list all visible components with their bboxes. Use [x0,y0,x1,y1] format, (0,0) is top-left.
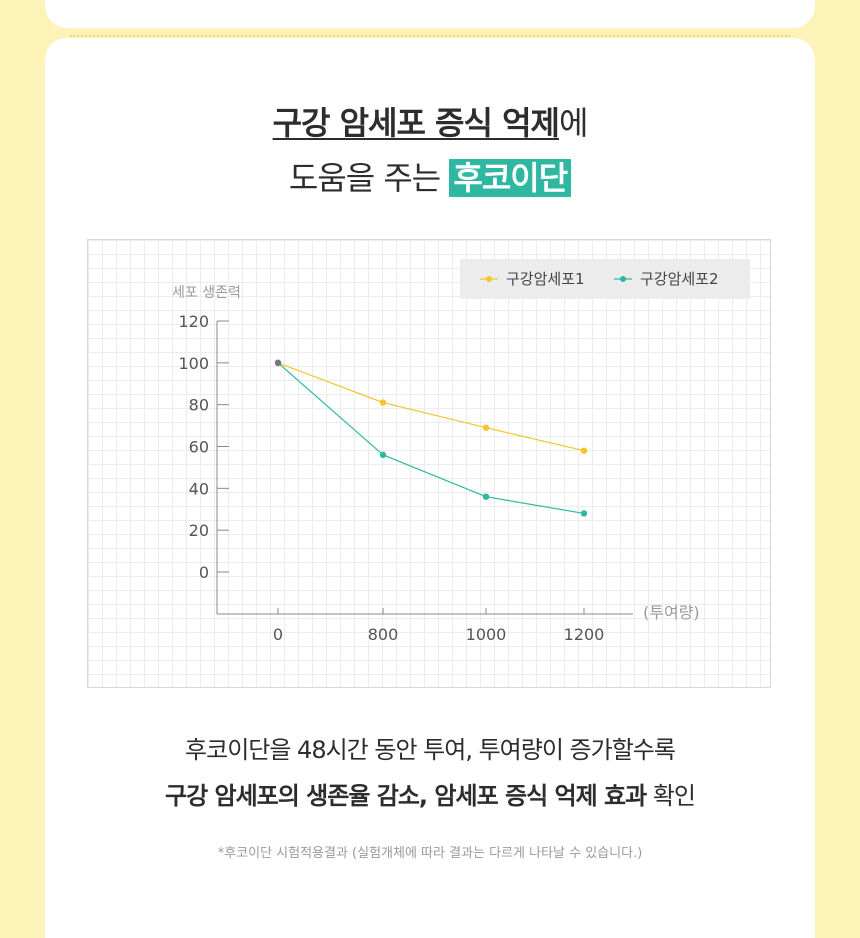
series-group [274,359,588,517]
legend: 구강암세포1 구강암세포2 [480,270,719,288]
y-tick-label: 120 [178,312,209,331]
x-tick-label: 1000 [466,625,507,644]
data-point [274,359,282,367]
series-line [277,362,585,452]
legend-box [460,259,750,299]
data-point [379,399,387,406]
summary-line2: 구강 암세포의 생존율 감소, 암세포 증식 억제 효과 확인 [0,776,860,811]
top-card [45,0,815,28]
footnote: *후코이단 시험적용결과 (실험개체에 따라 결과는 다르게 나타날 수 있습니… [217,846,643,861]
y-axis: 120 100 80 60 40 20 0 [178,312,229,614]
chart-container: 구강암세포1 구강암세포2 세포 생존력 120 100 80 60 40 20 0 0 800… [87,239,771,688]
y-tick-label: 20 [189,521,209,540]
line-chart: 구강암세포1 구강암세포2 세포 생존력 120 100 80 60 40 20 0 0 800… [172,259,750,644]
x-tick-label: 800 [368,625,399,644]
legend-swatch-dot [486,276,492,282]
data-point [482,424,490,431]
y-tick-label: 100 [178,354,209,373]
y-tick-label: 60 [189,438,209,457]
headline-line1: 구강 암세포 증식 억제에 [0,98,860,144]
legend-label: 구강암세포1 [506,270,585,288]
y-tick-label: 80 [189,396,209,415]
summary-bold: 구강 암세포의 생존율 감소, 암세포 증식 억제 효과 [164,782,647,810]
summary-tail: 확인 [646,782,696,810]
x-tick-label: 0 [273,625,283,644]
y-tick-label: 0 [199,563,209,582]
y-tick-label: 40 [189,479,209,498]
data-point [379,451,387,459]
headline-bold: 구강 암세포 증식 억제 [272,104,560,142]
legend-swatch-dot [620,276,626,282]
headline-normal: 도움을 주는 [288,159,441,197]
legend-label: 구강암세포2 [640,270,719,288]
headline-highlight: 후코이단 [449,159,572,197]
x-axis: 0 800 1000 1200 [217,608,633,644]
summary-line1: 후코이단을 48시간 동안 투여, 투여량이 증가할수록 [185,736,676,764]
headline-line2: 도움을 주는 후코이단 [0,153,860,199]
data-point [482,493,490,500]
headline-tail: 에 [558,104,588,142]
data-point [580,510,588,517]
data-point [580,447,588,454]
y-axis-label: 세포 생존력 [172,285,241,301]
series-line [277,362,585,515]
dotted-divider [70,35,790,37]
x-tick-label: 1200 [564,625,605,644]
x-axis-label: (투여량) [643,603,700,622]
